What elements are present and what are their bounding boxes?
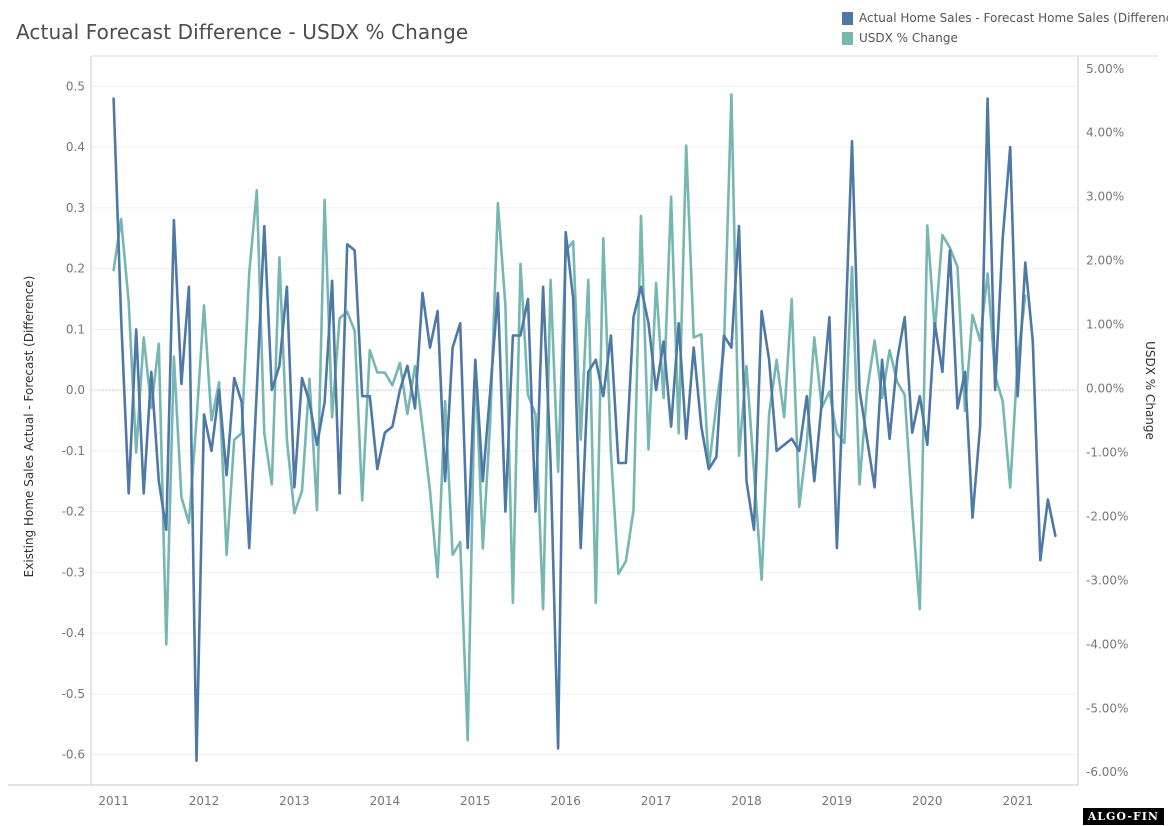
y2-tick-label: -5.00% — [1086, 701, 1128, 715]
y2-tick-label: -2.00% — [1086, 509, 1128, 523]
y2-tick-label: -6.00% — [1086, 765, 1128, 779]
y2-tick-label: 3.00% — [1086, 190, 1124, 204]
legend-item-usdx-change[interactable]: USDX % Change — [842, 28, 1168, 48]
legend-item-actual-minus-forecast[interactable]: Actual Home Sales - Forecast Home Sales … — [842, 8, 1168, 28]
x-tick-label: 2014 — [370, 794, 401, 808]
y-tick-label: -0.3 — [62, 565, 85, 579]
y-tick-label: -0.4 — [62, 626, 85, 640]
y2-tick-label: -3.00% — [1086, 573, 1128, 587]
watermark-logo: ALGO-FIN — [1082, 808, 1164, 825]
y-tick-label: -0.6 — [62, 748, 85, 762]
chart-legend: Actual Home Sales - Forecast Home Sales … — [842, 8, 1168, 48]
y-tick-label: 0.2 — [66, 262, 85, 276]
y2-tick-label: -1.00% — [1086, 445, 1128, 459]
y2-tick-label: 1.00% — [1086, 318, 1124, 332]
x-tick-label: 2017 — [641, 794, 672, 808]
legend-label-usdx-change: USDX % Change — [859, 31, 958, 45]
y2-tick-label: 0.00% — [1086, 382, 1124, 396]
x-tick-label: 2019 — [822, 794, 853, 808]
y2-axis-title: USDX % Change — [1143, 341, 1157, 440]
y-tick-label: -0.5 — [62, 687, 85, 701]
x-tick-label: 2021 — [1002, 794, 1033, 808]
y-tick-label: 0.4 — [66, 140, 85, 154]
y-tick-label: -0.1 — [62, 444, 85, 458]
y2-tick-label: 5.00% — [1086, 62, 1124, 76]
series-line-actual-minus-forecast — [112, 97, 1057, 763]
x-tick-label: 2013 — [279, 794, 310, 808]
series-line-usdx-change — [112, 93, 1027, 742]
y-tick-label: 0.0 — [66, 383, 85, 397]
x-tick-label: 2018 — [731, 794, 762, 808]
chart-title: Actual Forecast Difference - USDX % Chan… — [16, 20, 469, 44]
y-axis-title: Existing Home Sales Actual - Forecast (D… — [22, 276, 36, 578]
y-tick-label: -0.2 — [62, 505, 85, 519]
x-tick-label: 2016 — [550, 794, 581, 808]
y-tick-label: 0.3 — [66, 201, 85, 215]
x-tick-label: 2015 — [460, 794, 491, 808]
x-tick-label: 2020 — [912, 794, 943, 808]
legend-label-actual-minus-forecast: Actual Home Sales - Forecast Home Sales … — [859, 11, 1168, 25]
legend-swatch-actual-minus-forecast — [842, 11, 853, 25]
x-tick-label: 2012 — [189, 794, 220, 808]
y2-tick-label: 2.00% — [1086, 254, 1124, 268]
x-tick-label: 2011 — [98, 794, 129, 808]
y2-tick-label: -4.00% — [1086, 637, 1128, 651]
y-tick-label: 0.5 — [66, 79, 85, 93]
y-tick-label: 0.1 — [66, 322, 85, 336]
legend-swatch-usdx-change — [842, 31, 853, 45]
y2-tick-label: 4.00% — [1086, 126, 1124, 140]
